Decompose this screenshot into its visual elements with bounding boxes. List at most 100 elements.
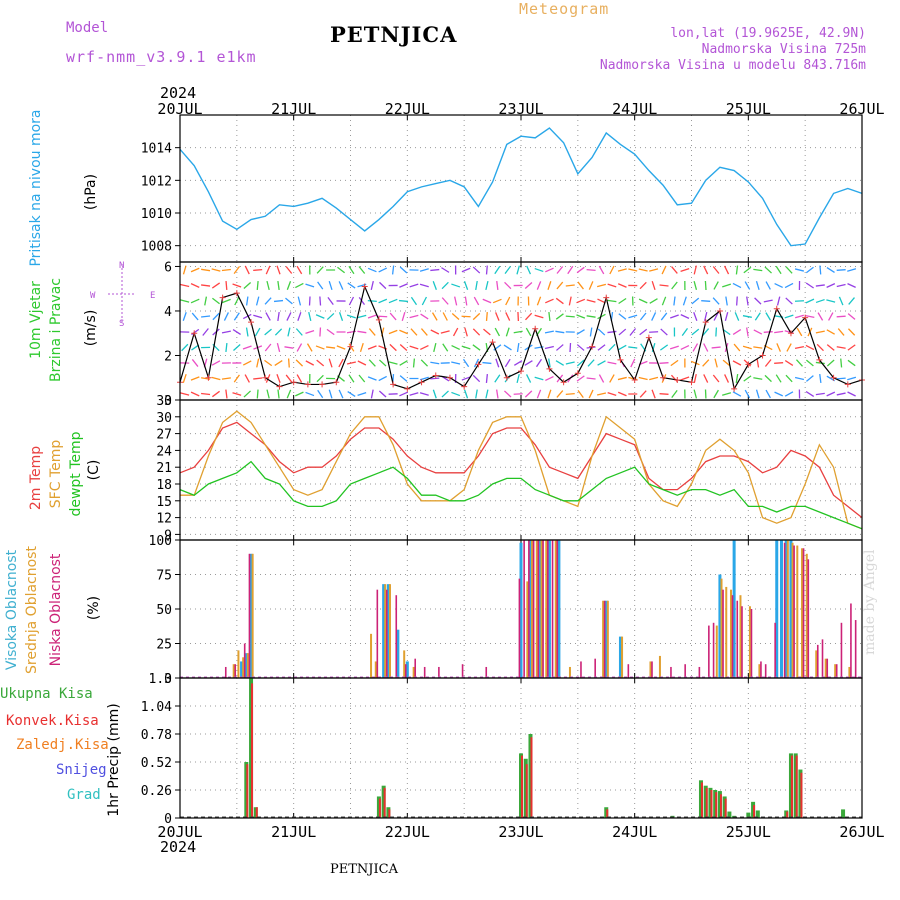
ytick-label-precipitation: 0.78 — [141, 728, 172, 743]
wind-arrow — [233, 312, 240, 321]
wind-arrow — [233, 374, 240, 383]
wind-arrow — [326, 312, 335, 321]
wind-arrow — [630, 358, 636, 368]
cloud-bar-2 — [708, 625, 710, 678]
wind-arrow — [485, 311, 488, 322]
wind-arrow — [464, 296, 468, 306]
wind-arrow — [233, 266, 241, 274]
wind-arrow — [180, 283, 190, 288]
wind-arrow — [765, 281, 771, 290]
wind-arrow — [357, 330, 367, 334]
wind-arrow — [847, 268, 857, 272]
wind-arrow — [671, 390, 678, 398]
wind-arrow — [191, 328, 200, 336]
wind-arrow — [628, 268, 638, 272]
wind-arrow — [714, 358, 718, 368]
cloud-bar-1 — [834, 664, 837, 678]
ytick-label-wind: 0 — [164, 394, 172, 409]
wind-speed-marker — [205, 374, 212, 381]
wind-arrow — [495, 312, 500, 321]
wind-arrow — [276, 342, 281, 353]
wind-arrow — [451, 391, 461, 397]
wind-speed-marker — [603, 294, 610, 301]
wind-arrow — [273, 299, 284, 303]
cloud-bar-2 — [603, 600, 606, 678]
wind-arrow — [589, 327, 593, 337]
wind-arrow — [441, 390, 449, 398]
wind-speed-marker — [390, 381, 397, 388]
cloud-bar-2 — [854, 620, 857, 678]
wind-arrow — [211, 268, 221, 272]
wind-arrow — [765, 312, 772, 321]
wind-arrow — [609, 374, 615, 383]
wind-arrow — [287, 358, 290, 368]
wind-arrow — [586, 377, 596, 380]
ytick-label-clouds: 0 — [164, 672, 172, 687]
wind-arrow — [847, 283, 856, 288]
wind-arrow — [442, 343, 449, 352]
wind-arrow — [639, 281, 647, 290]
wind-arrow — [755, 389, 760, 399]
wind-arrow — [370, 280, 374, 291]
wind-arrow — [317, 389, 324, 399]
wind-arrow — [346, 361, 356, 365]
wind-arrow — [409, 314, 419, 319]
wind-arrow — [556, 266, 564, 274]
wind-arrow — [286, 312, 292, 321]
cloud-bar-2 — [760, 661, 762, 678]
wind-arrow — [732, 329, 742, 335]
wind-arrow — [472, 312, 481, 321]
wind-arrow — [555, 330, 565, 334]
precip-bar-0 — [727, 811, 732, 818]
wind-speed-marker — [546, 365, 553, 372]
x-label-bottom-1: 21JUL — [271, 823, 316, 841]
wind-arrow — [815, 330, 825, 334]
wind-arrow — [763, 299, 773, 303]
wind-arrow — [513, 330, 523, 334]
cloud-bar-0 — [240, 661, 244, 678]
precip-bar-1 — [790, 755, 793, 818]
wind-arrow — [669, 314, 679, 319]
wind-arrow — [378, 298, 388, 304]
cloud-bar-2 — [461, 664, 464, 678]
wind-arrow — [743, 359, 752, 367]
wind-speed-marker — [816, 356, 823, 363]
ytick-label-temperature: 27 — [156, 428, 172, 443]
wind-speed-marker — [589, 343, 596, 350]
cloud-bar-1 — [568, 666, 571, 678]
wind-arrow — [473, 296, 480, 306]
ytick-label-precipitation: 0 — [164, 812, 172, 827]
x-label-bottom-0: 20JUL — [157, 823, 202, 841]
wind-arrow — [806, 375, 814, 382]
cloud-bar-1 — [725, 586, 728, 678]
wind-arrow — [264, 359, 273, 367]
wind-arrow — [836, 283, 846, 288]
wind-arrow — [816, 343, 824, 352]
wind-speed-marker — [276, 383, 283, 390]
wind-arrow — [555, 297, 564, 305]
wind-arrow — [419, 392, 429, 396]
wind-arrow — [472, 328, 481, 336]
wind-speed-marker — [773, 305, 780, 312]
wind-arrow — [847, 376, 857, 381]
cloud-bar-1 — [715, 625, 718, 678]
wind-arrow — [328, 281, 333, 290]
wind-arrow — [545, 267, 554, 273]
wind-arrow — [264, 297, 272, 305]
wind-arrow — [534, 376, 544, 381]
wind-arrow — [285, 297, 293, 305]
wind-arrow — [732, 282, 742, 289]
cloud-bar-1 — [729, 589, 732, 678]
wind-arrow — [338, 358, 344, 368]
cloud-bar-1 — [815, 650, 818, 678]
wind-speed-marker — [518, 368, 524, 375]
wind-arrow — [722, 359, 731, 367]
cloud-bar-0 — [386, 584, 390, 678]
wind-arrow — [388, 298, 398, 304]
wind-arrow — [430, 361, 440, 365]
wind-arrow — [505, 327, 510, 337]
ytick-label-clouds: 75 — [156, 569, 172, 584]
cloud-bar-0 — [732, 540, 736, 678]
wind-arrow — [805, 344, 815, 351]
wind-arrow — [284, 346, 294, 349]
